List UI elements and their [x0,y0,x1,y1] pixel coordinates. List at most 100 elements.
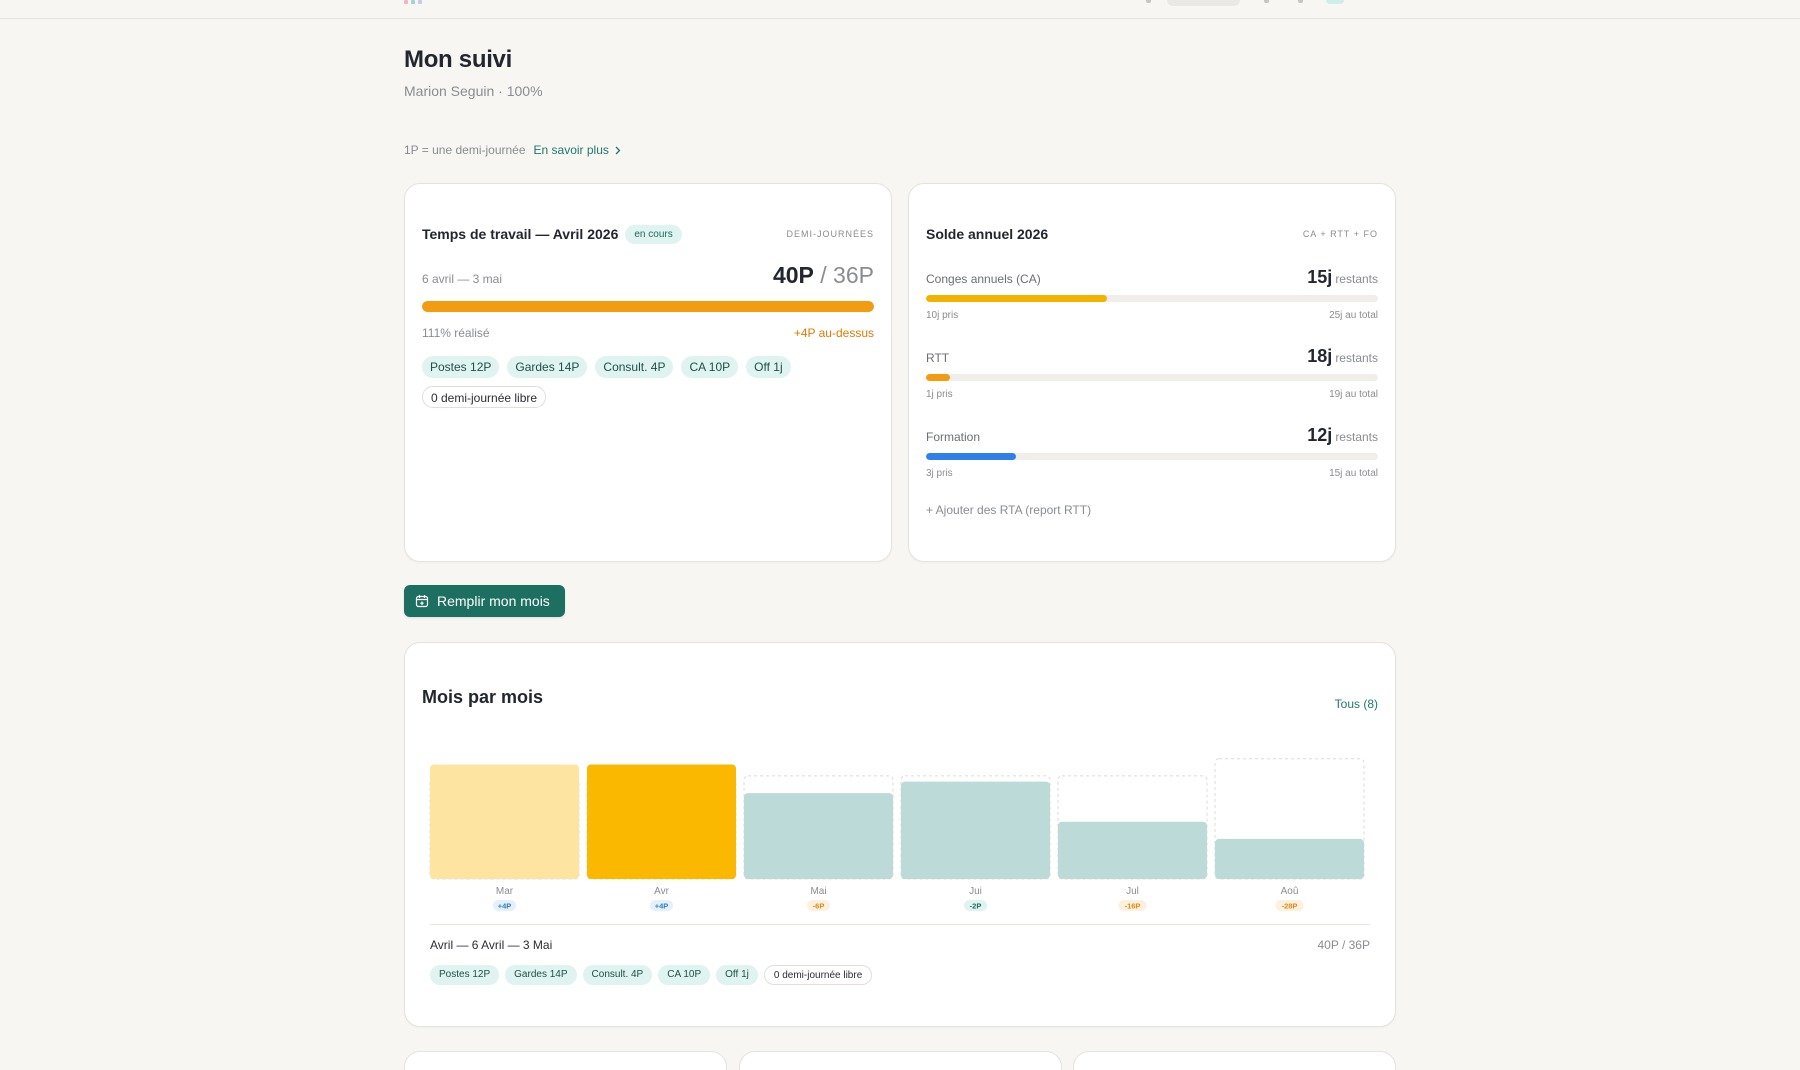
balance-unit-label: CA + RTT + FO [1302,229,1378,239]
bar [1215,838,1364,879]
unit-label: DEMI-JOURNÉES [786,229,874,239]
bar [587,764,736,879]
tag-gardes: Gardes 14P [505,965,577,985]
work-score: 40P / 36P [773,262,874,289]
tag-free: 0 demi-journée libre [763,965,873,985]
fill-month-button[interactable]: Remplir mon mois [404,585,565,617]
tag-off: Off 1j [746,356,791,378]
nav-pill[interactable] [1167,0,1240,6]
balance-fill [926,374,950,381]
info-row: 1P = une demi-journée En savoir plus [404,143,621,157]
balance-bar [926,295,1378,302]
tick-label: Avr [654,886,669,897]
summary-card-stub [739,1051,1062,1070]
work-progress-fill [422,301,874,312]
balance-suffix: restants [1335,430,1378,444]
balance-item-rtt: RTT 18j restants 1j pris 19j au total [926,346,1378,400]
balance-value: 15j restants [1307,267,1378,288]
nav-dot[interactable] [1298,0,1303,3]
percent-done: 111% réalisé [422,326,490,340]
tick-label: Aoû [1281,886,1299,897]
balance-label: Conges annuels (CA) [926,272,1041,286]
work-done: 40P [772,262,814,288]
tick-label: Jui [969,886,982,897]
balance-amount: 18j [1307,346,1333,366]
delta-badge [1275,900,1304,911]
info-text: 1P = une demi-journée [404,143,526,157]
balance-amount: 15j [1307,267,1333,287]
bar [901,781,1050,879]
calendar-plus-icon [415,595,429,608]
avatar[interactable] [1326,0,1344,4]
delta-label: +4P [655,902,669,911]
work-card-title: Temps de travail — Avril 2026 [422,226,619,242]
page-title: Mon suivi [404,46,512,73]
top-bar [0,0,1800,19]
learn-more-label: En savoir plus [533,143,609,157]
tag-postes: Postes 12P [422,356,500,378]
selected-month-score: 40P / 36P [1317,938,1371,952]
tick-label: Mai [810,886,826,897]
monthly-card: Mois par mois Tous (8) Mar +4P Avr +4P Mai -6… [404,642,1396,1027]
summary-card-stub [1073,1051,1396,1070]
add-rta-link[interactable]: + Ajouter des RTA (report RTT) [926,503,1092,517]
balance-fill [926,295,1107,302]
balance-value: 18j restants [1307,346,1378,367]
delta-badge [807,900,830,911]
selected-month-label: Avril — 6 Avril — 3 Mai [430,938,553,952]
monthly-title: Mois par mois [422,687,544,707]
monthly-bar-chart: Mar +4P Avr +4P Mai -6P Jui -2P Jul -16P Aoû -28P [429,758,1365,911]
nav-dot[interactable] [1264,0,1269,3]
show-all-link[interactable]: Tous (8) [1334,697,1378,711]
annual-balance-card: Solde annuel 2026 CA + RTT + FO Conges a… [908,183,1396,562]
period-range: 6 avril — 3 mai [422,272,503,286]
balance-taken: 10j pris [926,310,959,321]
balance-total: 25j au total [1329,310,1378,321]
fill-month-label: Remplir mon mois [437,593,550,609]
balance-card-title: Solde annuel 2026 [926,226,1049,242]
balance-amount: 12j [1307,425,1333,445]
balance-suffix: restants [1335,351,1378,365]
delta-badge [1118,900,1147,911]
bar [744,793,893,879]
work-progress-bar [422,301,874,312]
bar [430,764,579,879]
tag-free: 0 demi-journée libre [422,386,547,408]
divider [430,924,1370,925]
work-tags: Postes 12P Gardes 14P Consult. 4P CA 10P… [422,356,874,408]
delta-label: +4P [498,902,512,911]
balance-taken: 3j pris [926,468,953,479]
tag-off: Off 1j [716,965,758,985]
chevron-right-icon [615,146,621,154]
balance-total: 19j au total [1329,389,1378,400]
balance-label: RTT [926,351,950,365]
balance-label: Formation [926,430,981,444]
app-logo[interactable] [404,0,422,4]
balance-bar [926,374,1378,381]
delta-label: -6P [813,902,825,911]
balance-item-formation: Formation 12j restants 3j pris 15j au tot… [926,425,1378,479]
tag-gardes: Gardes 14P [507,356,588,378]
bar [1058,821,1207,879]
balance-value: 12j restants [1307,425,1378,446]
delta-badge [650,900,673,911]
balance-taken: 1j pris [926,389,953,400]
delta-badge [493,900,516,911]
nav-dot[interactable] [1146,0,1151,3]
page-subtitle: Marion Seguin · 100% [404,83,543,99]
tag-ca: CA 10P [681,356,739,378]
delta-label: -16P [1125,902,1141,911]
learn-more-link[interactable]: En savoir plus [534,143,621,157]
balance-total: 15j au total [1329,468,1378,479]
summary-card-stub [404,1051,727,1070]
above-target: +4P au-dessus [793,326,874,340]
balance-suffix: restants [1335,272,1378,286]
tag-consult: Consult. 4P [582,965,653,985]
tag-postes: Postes 12P [430,965,500,985]
work-target: / 36P [820,262,874,288]
tag-consult: Consult. 4P [595,356,674,378]
tick-label: Jul [1126,886,1139,897]
delta-label: -28P [1282,902,1298,911]
selected-month-tags: Postes 12P Gardes 14P Consult. 4P CA 10P… [430,965,873,985]
tag-ca: CA 10P [658,965,711,985]
